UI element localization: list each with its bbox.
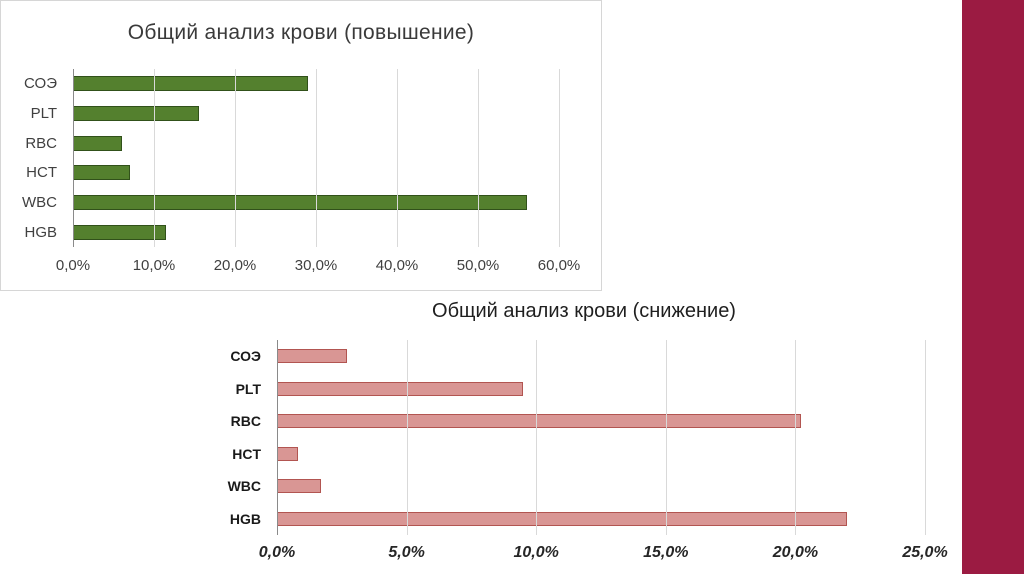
category-label-PLT: PLT <box>235 380 261 397</box>
chart-blood-decrease: Общий анализ крови (снижение) СОЭ PLT RBC H… <box>210 292 958 574</box>
gridline <box>795 340 797 535</box>
gridline <box>406 340 408 535</box>
bar-HCT <box>73 165 130 181</box>
tick-label: 40,0% <box>375 257 419 274</box>
gridline <box>559 69 560 247</box>
gridline <box>536 340 538 535</box>
gridline <box>665 340 667 535</box>
category-label-СОЭ: СОЭ <box>230 348 261 365</box>
bar-rows <box>277 340 925 535</box>
category-label-HCT: HCT <box>26 164 57 182</box>
bar-row <box>277 405 925 438</box>
bar-RBC <box>277 414 801 429</box>
chart-blood-elevation: Общий анализ крови (повышение) СОЭ PLT RBC… <box>0 0 602 291</box>
tick-label: 20,0% <box>213 257 257 274</box>
category-label-PLT: PLT <box>30 105 57 122</box>
accent-stripe <box>962 0 1024 574</box>
tick-label: 25,0% <box>902 544 948 561</box>
bar-row <box>277 470 925 503</box>
x-axis: 0,0% 10,0% 20,0% 30,0% 40,0% 50,0% 60,0% <box>56 257 580 279</box>
category-labels: СОЭ PLT RBC HCT WBC HGB <box>210 340 269 535</box>
category-label-WBC: WBC <box>22 194 57 212</box>
bar-row <box>277 373 925 406</box>
category-label-HGB: HGB <box>24 223 57 241</box>
bar-HCT <box>277 446 298 461</box>
bar-row <box>277 438 925 471</box>
tick-label: 10,0% <box>132 257 176 274</box>
tick-label: 0,0% <box>55 257 91 274</box>
gridline <box>153 69 155 247</box>
tick-label: 20,0% <box>772 544 819 561</box>
bar-HGB <box>73 224 167 240</box>
tick-label: 50,0% <box>456 257 500 274</box>
tick-label: 10,0% <box>513 544 559 561</box>
bar-HGB <box>277 511 848 526</box>
gridline <box>478 69 479 247</box>
gridline <box>316 69 317 247</box>
gridline <box>234 69 236 247</box>
bar-WBC <box>73 195 527 211</box>
gridline <box>396 69 398 247</box>
tick-label: 60,0% <box>537 257 581 274</box>
tick-label: 15,0% <box>643 544 689 561</box>
category-label-RBC: RBC <box>230 413 261 430</box>
plot-area <box>277 340 926 535</box>
bar-PLT <box>277 381 524 396</box>
gridline <box>925 340 926 535</box>
bar-rows <box>73 69 559 247</box>
bar-row <box>277 340 925 373</box>
category-label-СОЭ: СОЭ <box>24 75 57 93</box>
tick-label: 0,0% <box>258 544 296 561</box>
bar-СОЭ <box>73 76 308 92</box>
bar-row <box>277 503 925 536</box>
axis-line <box>73 69 74 247</box>
plot-area <box>73 69 560 247</box>
category-labels: СОЭ PLT RBC HCT WBC HGB <box>1 69 65 247</box>
chart-title: Общий анализ крови (повышение) <box>127 21 475 44</box>
tick-label: 5,0% <box>388 544 425 561</box>
tick-label: 30,0% <box>294 257 338 274</box>
x-axis: 0,0% 5,0% 10,0% 15,0% 20,0% 25,0% <box>259 544 948 566</box>
bar-RBC <box>73 135 122 151</box>
category-label-HGB: HGB <box>229 510 261 527</box>
bar-PLT <box>73 106 199 121</box>
category-label-RBC: RBC <box>25 134 57 152</box>
axis-line <box>277 340 278 535</box>
category-label-WBC: WBC <box>227 478 261 495</box>
category-label-HCT: HCT <box>232 445 261 462</box>
bar-СОЭ <box>277 349 347 364</box>
chart-title: Общий анализ крови (снижение) <box>432 300 736 322</box>
bar-WBC <box>277 479 322 494</box>
